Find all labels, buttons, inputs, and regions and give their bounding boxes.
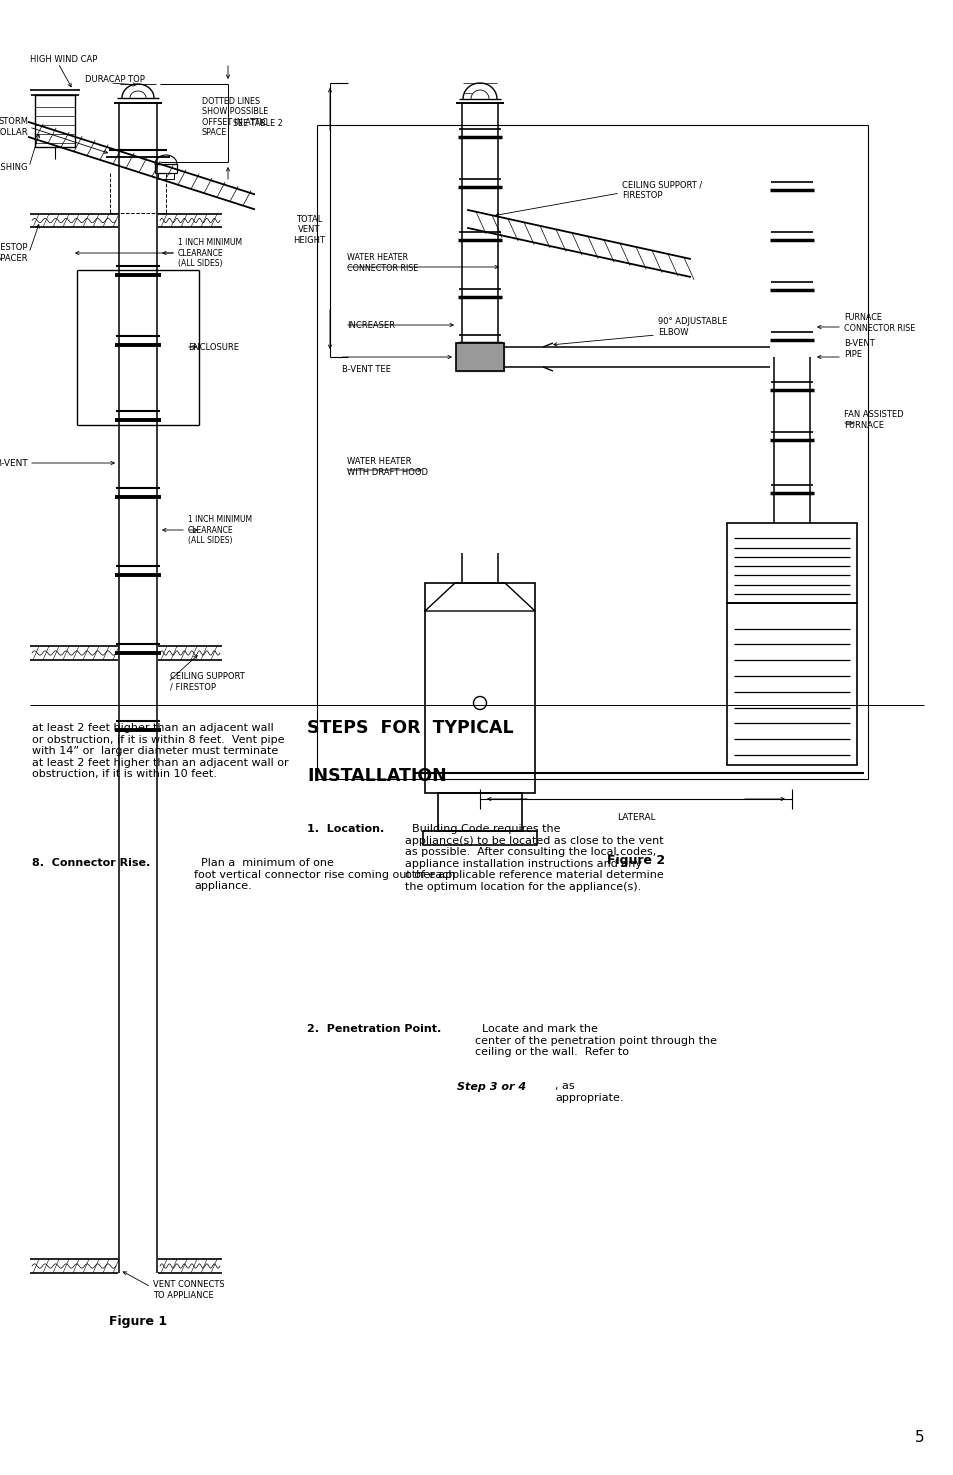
Text: SEE TABLE 2: SEE TABLE 2 — [233, 118, 282, 127]
Text: STEPS  FOR  TYPICAL: STEPS FOR TYPICAL — [307, 718, 513, 738]
Text: 8.  Connector Rise.: 8. Connector Rise. — [32, 858, 150, 867]
Text: Plan a  minimum of one
foot vertical connector rise coming out of each
appliance: Plan a minimum of one foot vertical conn… — [193, 858, 455, 891]
Text: ENCLOSURE: ENCLOSURE — [188, 342, 239, 351]
Text: Building Code requires the
appliance(s) to be located as close to the vent
as po: Building Code requires the appliance(s) … — [405, 825, 663, 892]
Text: TOTAL
VENT
HEIGHT: TOTAL VENT HEIGHT — [293, 215, 325, 245]
Text: B-VENT
PIPE: B-VENT PIPE — [843, 339, 874, 358]
Text: 1 INCH MINIMUM
CLEARANCE
(ALL SIDES): 1 INCH MINIMUM CLEARANCE (ALL SIDES) — [188, 515, 252, 544]
Text: 5: 5 — [913, 1429, 923, 1444]
Text: FLASHING: FLASHING — [0, 162, 28, 171]
Text: VENT CONNECTS
TO APPLIANCE: VENT CONNECTS TO APPLIANCE — [152, 1280, 224, 1299]
Text: WATER HEATER
CONNECTOR RISE: WATER HEATER CONNECTOR RISE — [347, 254, 418, 273]
Text: INCREASER: INCREASER — [347, 320, 395, 329]
Text: DOTTED LINES
SHOW POSSIBLE
OFFSET IN ATTIC
SPACE: DOTTED LINES SHOW POSSIBLE OFFSET IN ATT… — [202, 97, 268, 137]
Text: 1 INCH MINIMUM
CLEARANCE
(ALL SIDES): 1 INCH MINIMUM CLEARANCE (ALL SIDES) — [178, 237, 242, 268]
Text: at least 2 feet higher than an adjacent wall
or obstruction, if it is within 8 f: at least 2 feet higher than an adjacent … — [32, 723, 289, 779]
Bar — [158, 173, 173, 178]
Text: Step 3 or 4: Step 3 or 4 — [456, 1081, 525, 1092]
Text: HIGH WIND CAP: HIGH WIND CAP — [30, 56, 97, 65]
Bar — [437, 794, 521, 830]
Text: LATERAL: LATERAL — [616, 813, 655, 822]
Text: B-VENT TEE: B-VENT TEE — [341, 364, 391, 373]
Text: CEILING SUPPORT /
FIRESTOP: CEILING SUPPORT / FIRESTOP — [621, 180, 701, 199]
Text: 1.  Location.: 1. Location. — [307, 825, 384, 833]
Text: DURACAP TOP: DURACAP TOP — [85, 75, 145, 84]
Text: WATER HEATER
WITH DRAFT HOOD: WATER HEATER WITH DRAFT HOOD — [347, 457, 428, 476]
Text: , as
appropriate.: , as appropriate. — [555, 1081, 623, 1103]
Text: 2.  Penetration Point.: 2. Penetration Point. — [307, 1024, 441, 1034]
Bar — [456, 344, 503, 372]
Bar — [424, 583, 535, 794]
Text: INSTALLATION: INSTALLATION — [307, 767, 446, 785]
Text: STORM
COLLAR: STORM COLLAR — [0, 118, 28, 137]
Bar — [726, 524, 856, 603]
Text: Locate and mark the
center of the penetration point through the
ceiling or the w: Locate and mark the center of the penetr… — [475, 1024, 717, 1058]
Bar — [154, 164, 177, 173]
Bar — [726, 603, 856, 766]
Text: 90° ADJUSTABLE
ELBOW: 90° ADJUSTABLE ELBOW — [658, 317, 726, 336]
Bar — [35, 94, 75, 148]
Text: FURNACE
CONNECTOR RISE: FURNACE CONNECTOR RISE — [843, 313, 915, 333]
Text: Figure 1: Figure 1 — [109, 1316, 167, 1328]
Text: Figure 2: Figure 2 — [606, 854, 664, 867]
Text: CEILING SUPPORT
/ FIRESTOP: CEILING SUPPORT / FIRESTOP — [170, 673, 245, 692]
Text: FAN ASSISTED
FURNACE: FAN ASSISTED FURNACE — [843, 410, 902, 429]
Bar — [456, 344, 503, 372]
Text: B-VENT: B-VENT — [0, 459, 28, 468]
Text: FIRESTOP
SPACER: FIRESTOP SPACER — [0, 243, 28, 263]
Bar — [422, 830, 537, 845]
